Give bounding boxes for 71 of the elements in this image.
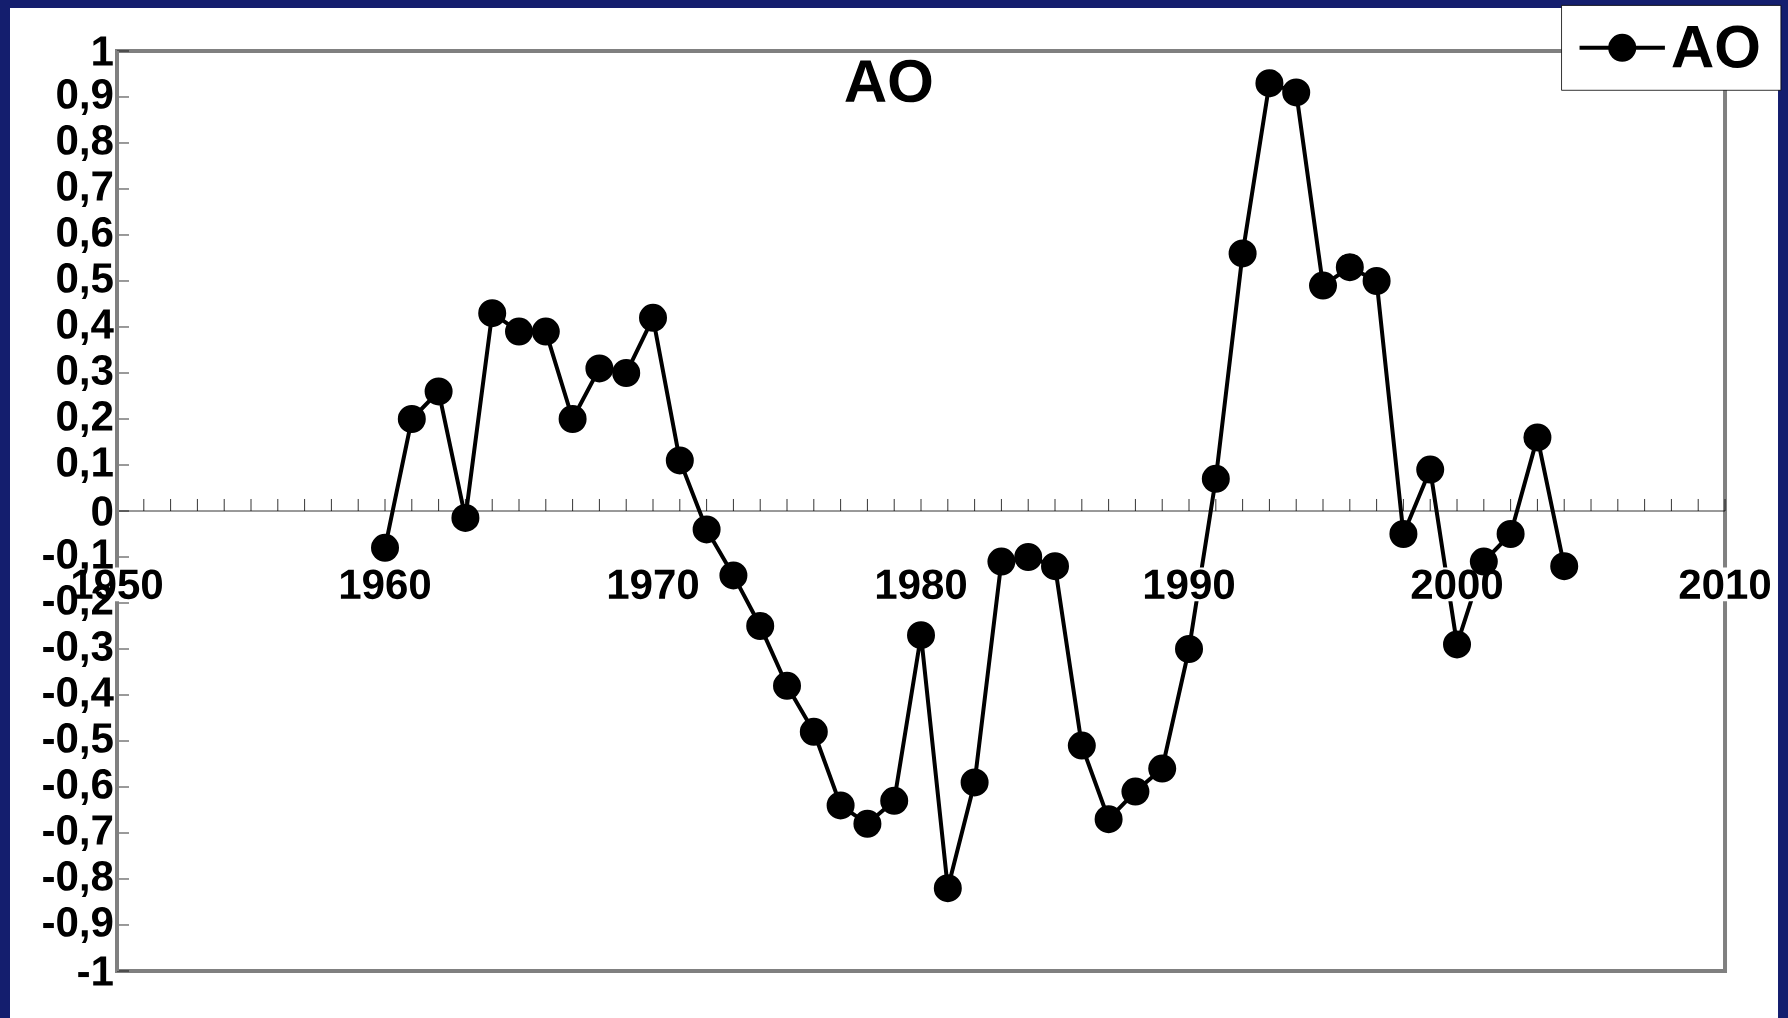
point bbox=[1175, 635, 1204, 663]
point bbox=[558, 405, 587, 433]
point bbox=[1309, 271, 1338, 300]
point bbox=[799, 717, 828, 746]
point bbox=[960, 768, 989, 797]
point bbox=[1228, 239, 1257, 268]
y-tick-label: 0,6 bbox=[57, 217, 113, 253]
y-tick-label: -1 bbox=[78, 956, 113, 986]
point bbox=[397, 405, 426, 433]
point bbox=[746, 612, 775, 640]
point bbox=[1335, 253, 1364, 282]
point bbox=[907, 621, 936, 650]
y-tick-label: 0,8 bbox=[57, 125, 113, 161]
point bbox=[1362, 267, 1391, 295]
point bbox=[371, 533, 400, 562]
legend-label: AO bbox=[1672, 25, 1759, 68]
point bbox=[880, 786, 909, 815]
x-tick-label: 1980 bbox=[876, 569, 966, 600]
y-tick-label: 0,4 bbox=[57, 309, 114, 345]
point bbox=[585, 354, 614, 383]
point bbox=[612, 359, 641, 387]
point bbox=[639, 303, 668, 332]
point bbox=[1416, 455, 1445, 484]
x-tick-label: 1970 bbox=[608, 569, 698, 600]
y-tick-label: -0,9 bbox=[43, 907, 113, 943]
point bbox=[531, 317, 560, 346]
point bbox=[451, 503, 480, 532]
point bbox=[987, 547, 1016, 576]
point bbox=[1550, 552, 1579, 581]
y-tick-label: -0,8 bbox=[43, 861, 113, 897]
point bbox=[719, 561, 748, 590]
point bbox=[1201, 464, 1230, 493]
point bbox=[1443, 630, 1472, 659]
point bbox=[1523, 423, 1552, 452]
point bbox=[478, 299, 507, 328]
point bbox=[1121, 777, 1150, 806]
x-tick-label: 1990 bbox=[1144, 569, 1234, 600]
point bbox=[1255, 69, 1284, 98]
y-tick-label: -0,7 bbox=[43, 815, 113, 851]
y-tick-label: 0,1 bbox=[57, 447, 113, 483]
point bbox=[853, 809, 882, 838]
point bbox=[692, 515, 721, 544]
y-tick-label: -0,6 bbox=[43, 769, 113, 805]
point bbox=[1496, 520, 1525, 548]
y-tick-label: -0,5 bbox=[43, 723, 113, 759]
y-tick-label: 0,7 bbox=[57, 171, 113, 207]
x-tick-label: 2000 bbox=[1411, 569, 1502, 600]
y-tick-label: 0,3 bbox=[57, 355, 113, 391]
y-tick-label: 0,9 bbox=[57, 79, 113, 115]
point bbox=[665, 446, 694, 475]
x-tick-label: 1960 bbox=[340, 569, 430, 600]
point bbox=[1041, 552, 1070, 581]
point bbox=[1067, 731, 1096, 760]
point bbox=[424, 377, 453, 406]
x-tick-label: 2010 bbox=[1679, 569, 1770, 600]
y-tick-label: -0,3 bbox=[43, 631, 113, 667]
chart-title: AO bbox=[845, 59, 932, 103]
point bbox=[505, 317, 534, 346]
point bbox=[826, 791, 855, 820]
y-tick-label: 0,2 bbox=[57, 401, 113, 437]
y-tick-label: 0,5 bbox=[57, 263, 113, 299]
point bbox=[1014, 543, 1043, 571]
point bbox=[933, 874, 962, 903]
point bbox=[1094, 805, 1123, 834]
y-tick-label: 0 bbox=[92, 496, 113, 526]
point bbox=[1148, 754, 1177, 783]
y-tick-label: -0,4 bbox=[43, 677, 114, 713]
point bbox=[1282, 78, 1311, 107]
y-tick-label: 1 bbox=[93, 36, 113, 66]
point bbox=[1389, 520, 1418, 548]
point bbox=[773, 671, 802, 700]
